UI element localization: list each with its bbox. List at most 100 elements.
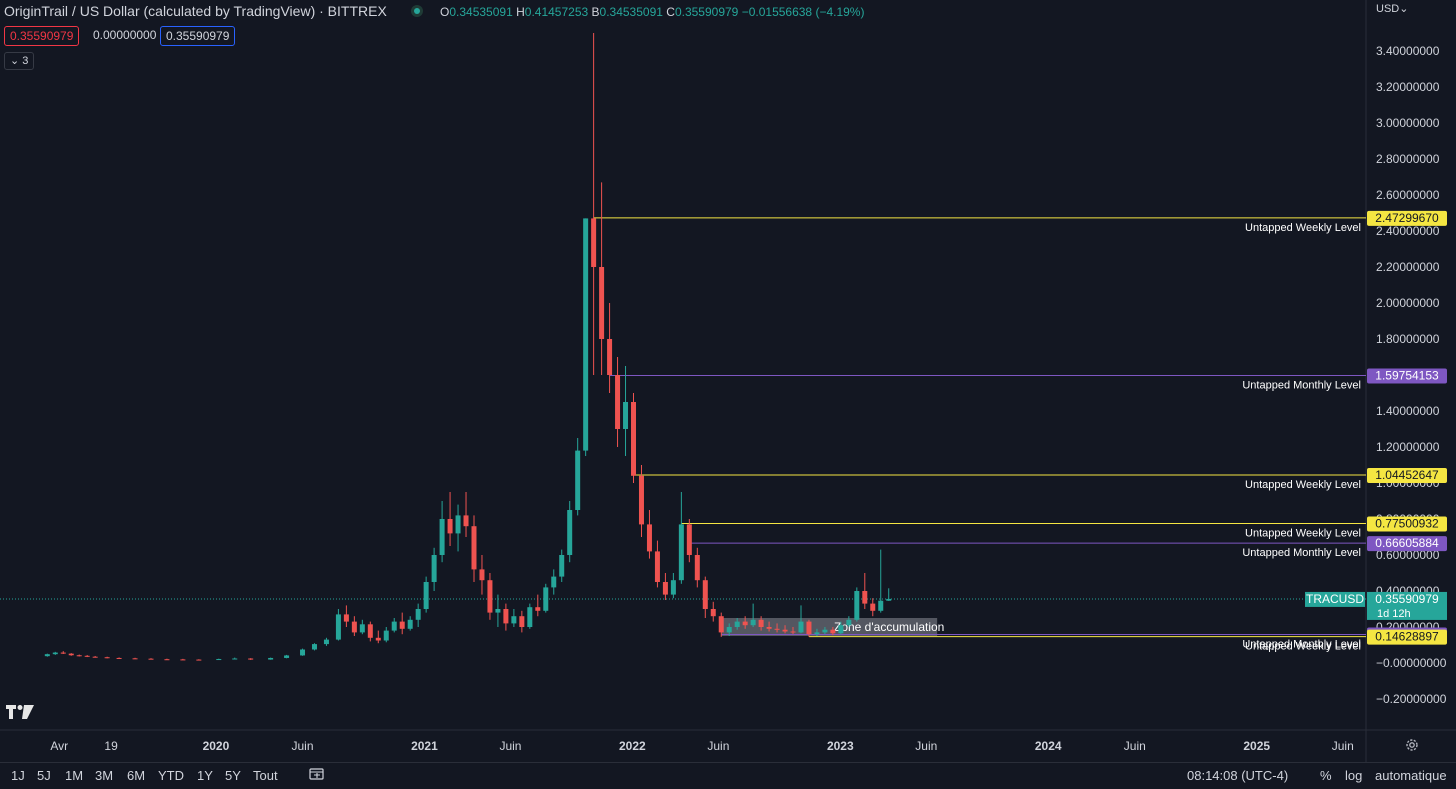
candle-body — [180, 659, 186, 661]
candle-body — [431, 555, 437, 582]
candle-body — [367, 624, 373, 638]
candle-body — [487, 580, 493, 613]
level-price-tag — [1367, 516, 1447, 532]
candle-body — [782, 629, 788, 632]
candle-body — [806, 621, 812, 635]
clock-timezone[interactable]: 08:14:08 (UTC-4) — [1187, 768, 1289, 783]
candle-body — [862, 591, 868, 604]
tradingview-logo-icon[interactable] — [6, 704, 34, 725]
candle-body — [383, 630, 389, 641]
candle-body — [662, 582, 668, 595]
candle-body — [758, 619, 764, 627]
candle-body — [878, 600, 884, 611]
candle-body — [343, 614, 349, 622]
candle-body — [495, 609, 501, 613]
log-scale-toggle[interactable]: log — [1345, 768, 1363, 783]
candle-body — [535, 607, 541, 611]
indicators-count: 3 — [22, 55, 29, 67]
candle-body — [670, 580, 676, 595]
candle-body — [599, 267, 605, 339]
candle-body — [84, 655, 90, 657]
timeframe-all-button[interactable]: Tout — [253, 768, 278, 783]
symbol-tag — [1305, 591, 1365, 607]
y-tick-label: 2.80000000 — [1376, 152, 1440, 166]
timeframe-1m-button[interactable]: 1M — [65, 768, 84, 783]
candle-body — [503, 609, 509, 624]
candle-body — [248, 658, 254, 660]
candle-body — [559, 555, 565, 577]
low-label: B — [591, 5, 600, 19]
auto-scale-toggle[interactable]: automatique — [1375, 768, 1447, 783]
candle-body — [116, 657, 122, 659]
timeframe-1d-button[interactable]: 1J — [11, 768, 25, 783]
indicators-toggle-button[interactable]: ⌄ 3 — [4, 52, 35, 70]
candle-body — [798, 621, 804, 633]
candle-body — [359, 624, 365, 633]
candle-body — [790, 631, 796, 633]
timeframe-5d-button[interactable]: 5J — [37, 768, 51, 783]
level-label: Untapped Monthly Level — [1242, 638, 1361, 650]
market-status-icon — [411, 5, 423, 17]
candle-body — [591, 218, 597, 267]
candle-body — [132, 658, 138, 660]
level-label: Untapped Monthly Level — [1242, 379, 1361, 391]
accumulation-zone — [721, 618, 938, 636]
candle-body — [838, 625, 844, 634]
candle-body — [44, 654, 50, 657]
candle-body — [774, 628, 780, 630]
timeframe-ytd-button[interactable]: YTD — [158, 768, 184, 783]
candle-body — [216, 659, 222, 661]
currency-label: USD — [1376, 3, 1400, 15]
y-tick-label: 3.40000000 — [1376, 44, 1440, 58]
high-value: 0.41457253 — [524, 5, 589, 19]
candle-body — [196, 659, 202, 661]
candle-body — [335, 614, 341, 640]
percent-scale-toggle[interactable]: % — [1320, 768, 1332, 783]
candle-body — [527, 607, 533, 627]
candle-body — [92, 656, 98, 658]
candle-body — [60, 652, 66, 654]
candle-body — [886, 598, 892, 601]
last-price-tag — [1367, 591, 1447, 620]
candle-body — [148, 658, 154, 660]
x-tick-label: 2023 — [827, 739, 854, 753]
currency-selector[interactable]: USD⌄ — [1376, 2, 1408, 15]
candle-body — [104, 657, 110, 659]
chart-title: OriginTrail / US Dollar (calculated by T… — [4, 3, 387, 19]
candle-body — [284, 655, 290, 658]
y-tick-label: 2.40000000 — [1376, 224, 1440, 238]
candle-body — [399, 621, 405, 629]
candle-body — [232, 658, 238, 660]
symbol-tag-label: TRACUSD — [1306, 592, 1364, 606]
open-value: 0.34535091 — [449, 5, 513, 19]
y-tick-label: 3.00000000 — [1376, 116, 1440, 130]
candle-body — [511, 616, 517, 624]
candle-body — [654, 551, 660, 582]
candle-body — [615, 375, 621, 429]
ohlc-legend: O0.34535091 H0.41457253 B0.34535091 C0.3… — [440, 5, 864, 19]
timeframe-1y-button[interactable]: 1Y — [197, 768, 213, 783]
sell-price-button[interactable]: 0.35590979 — [4, 26, 80, 46]
candle-body — [543, 587, 549, 611]
candle-body — [415, 609, 421, 620]
y-tick-label: 0.60000000 — [1376, 548, 1440, 562]
y-tick-label: 2.20000000 — [1376, 260, 1440, 274]
timeframe-3m-button[interactable]: 3M — [95, 768, 114, 783]
y-tick-label: 2.60000000 — [1376, 188, 1440, 202]
x-tick-label: Juin — [707, 739, 729, 753]
close-label: C — [666, 5, 675, 19]
candle-body — [423, 582, 429, 609]
candle-body — [766, 627, 772, 629]
level-label: Untapped Weekly Level — [1245, 641, 1361, 653]
buy-price-button[interactable]: 0.35590979 — [160, 26, 236, 46]
timeframe-5y-button[interactable]: 5Y — [225, 768, 241, 783]
level-price-value: 1.04452647 — [1375, 468, 1439, 482]
date-range-icon[interactable] — [309, 767, 325, 786]
level-price-tag — [1367, 210, 1447, 226]
x-tick-label: Juin — [915, 739, 937, 753]
gear-icon[interactable] — [1404, 737, 1420, 758]
timeframe-6m-button[interactable]: 6M — [127, 768, 146, 783]
level-label: Untapped Weekly Level — [1245, 222, 1361, 234]
bar-countdown: 1d 12h — [1377, 608, 1411, 620]
